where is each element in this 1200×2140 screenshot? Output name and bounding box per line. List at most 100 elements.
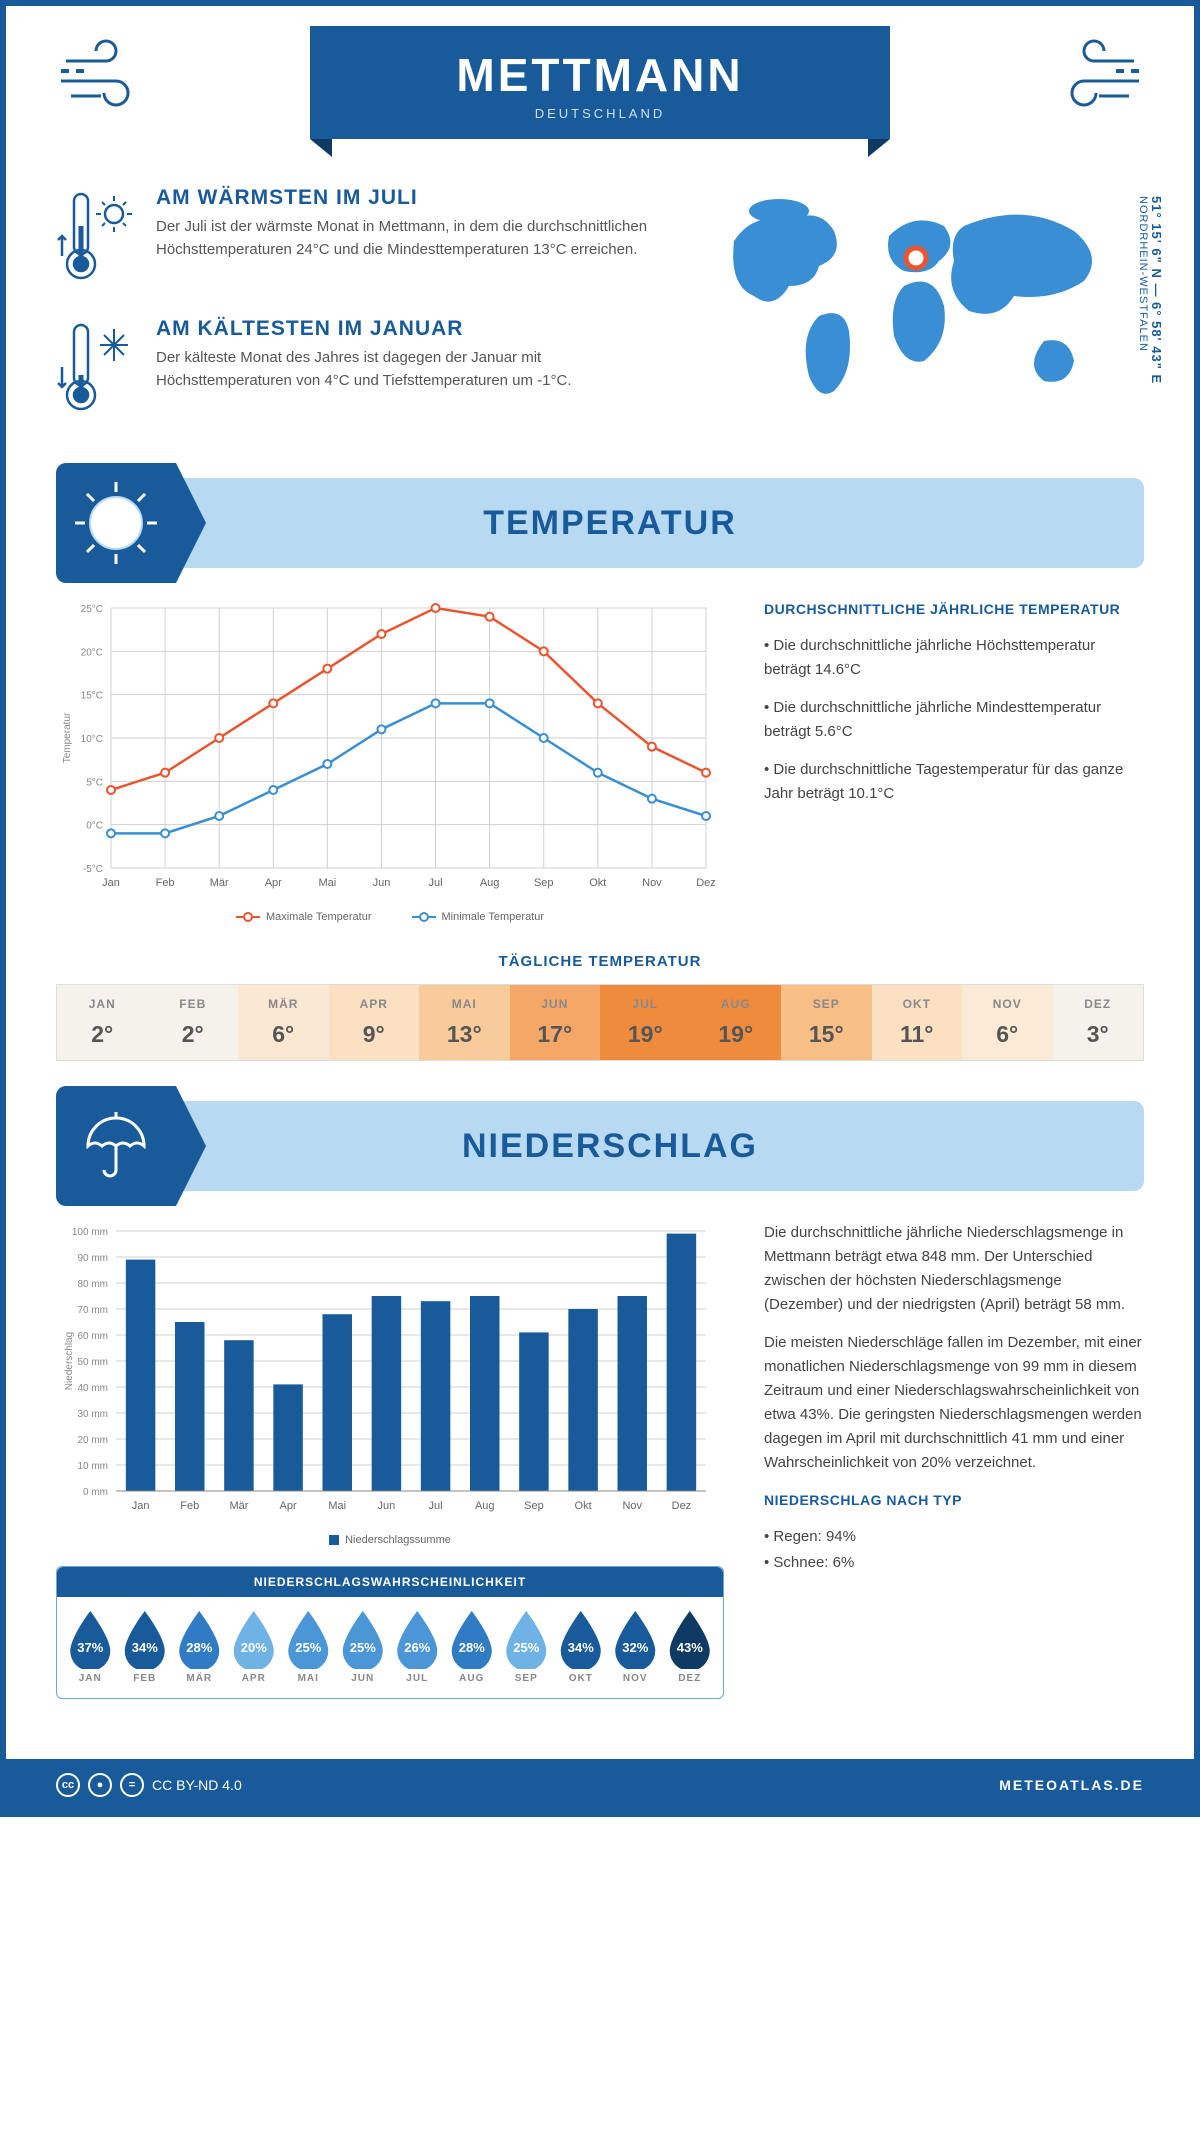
svg-text:50 mm: 50 mm xyxy=(77,1357,108,1368)
svg-text:Temperatur: Temperatur xyxy=(62,712,73,763)
svg-text:Niederschlag: Niederschlag xyxy=(64,1332,75,1390)
svg-text:0 mm: 0 mm xyxy=(83,1487,108,1498)
by-icon: ● xyxy=(88,1773,112,1797)
svg-text:Sep: Sep xyxy=(524,1500,544,1512)
svg-text:100 mm: 100 mm xyxy=(72,1227,108,1238)
svg-text:Jun: Jun xyxy=(373,877,391,889)
temp-cell: OKT11° xyxy=(872,985,963,1060)
temp-cell: APR9° xyxy=(329,985,420,1060)
svg-text:-5°C: -5°C xyxy=(83,864,103,875)
temp-cell: DEZ3° xyxy=(1053,985,1144,1060)
umbrella-icon xyxy=(56,1086,176,1206)
svg-text:30 mm: 30 mm xyxy=(77,1409,108,1420)
svg-text:Aug: Aug xyxy=(475,1500,495,1512)
svg-text:Jan: Jan xyxy=(102,877,120,889)
svg-text:Mai: Mai xyxy=(318,877,336,889)
svg-text:10 mm: 10 mm xyxy=(77,1461,108,1472)
precip-probability-box: NIEDERSCHLAGSWAHRSCHEINLICHKEIT 37%JAN34… xyxy=(56,1566,724,1699)
warmest-fact: AM WÄRMSTEN IM JULI Der Juli ist der wär… xyxy=(56,186,674,291)
precip-drop: 26%JUL xyxy=(391,1611,443,1684)
warmest-text: Der Juli ist der wärmste Monat in Mettma… xyxy=(156,216,674,261)
svg-text:Nov: Nov xyxy=(642,877,662,889)
temperature-line-chart: -5°C 0°C 5°C 10°C 15°C 20°C 25°C Jan Feb Mär Apr Ma… xyxy=(56,598,724,923)
precip-drop: 34%FEB xyxy=(119,1611,171,1684)
svg-text:80 mm: 80 mm xyxy=(77,1279,108,1290)
precip-drop: 28%MÄR xyxy=(173,1611,225,1684)
svg-text:Jul: Jul xyxy=(429,877,443,889)
temp-cell: NOV6° xyxy=(962,985,1053,1060)
svg-text:90 mm: 90 mm xyxy=(77,1253,108,1264)
temp-cell: MAI13° xyxy=(419,985,510,1060)
precip-drop: 25%SEP xyxy=(500,1611,552,1684)
wind-icon xyxy=(56,36,156,121)
svg-text:Dez: Dez xyxy=(672,1500,692,1512)
temp-cell: FEB2° xyxy=(148,985,239,1060)
warmest-title: AM WÄRMSTEN IM JULI xyxy=(156,186,674,210)
section-header-precip: NIEDERSCHLAG xyxy=(56,1101,1144,1191)
svg-text:Sep: Sep xyxy=(534,877,554,889)
precip-drop: 28%AUG xyxy=(446,1611,498,1684)
temp-legend: Maximale Temperatur Minimale Temperatur xyxy=(56,911,724,923)
svg-text:0°C: 0°C xyxy=(86,821,103,832)
svg-text:20°C: 20°C xyxy=(81,647,103,658)
footer: cc ● = CC BY-ND 4.0 METEOATLAS.DE xyxy=(6,1759,1194,1811)
svg-text:Aug: Aug xyxy=(480,877,500,889)
section-title: NIEDERSCHLAG xyxy=(176,1127,1144,1166)
license: cc ● = CC BY-ND 4.0 xyxy=(56,1773,242,1797)
svg-text:Apr: Apr xyxy=(280,1500,297,1512)
svg-text:Feb: Feb xyxy=(156,877,175,889)
section-header-temperature: TEMPERATUR xyxy=(56,478,1144,568)
country-name: DEUTSCHLAND xyxy=(310,106,890,121)
title-banner: METTMANN DEUTSCHLAND xyxy=(310,26,890,139)
svg-text:Mai: Mai xyxy=(328,1500,346,1512)
precipitation-summary: Die durchschnittliche jährliche Niedersc… xyxy=(764,1221,1144,1699)
svg-text:Okt: Okt xyxy=(575,1500,592,1512)
precip-drop: 20%APR xyxy=(228,1611,280,1684)
infographic-page: METTMANN DEUTSCHLAND AM WÄRMSTEN IM JULI xyxy=(0,0,1200,1817)
svg-text:5°C: 5°C xyxy=(86,777,103,788)
svg-text:Dez: Dez xyxy=(696,877,716,889)
svg-text:70 mm: 70 mm xyxy=(77,1305,108,1316)
svg-text:Apr: Apr xyxy=(265,877,282,889)
site-name: METEOATLAS.DE xyxy=(999,1777,1144,1793)
city-name: METTMANN xyxy=(310,48,890,102)
coldest-fact: AM KÄLTESTEN IM JANUAR Der kälteste Mona… xyxy=(56,317,674,422)
precipitation-bar-chart: 0 mm 10 mm 20 mm 30 mm 40 mm 50 mm 60 mm 70 mm 8… xyxy=(56,1221,724,1546)
coordinates: 51° 15' 6" N — 6° 58' 43" E NORDRHEIN-WE… xyxy=(1137,196,1164,384)
svg-text:Feb: Feb xyxy=(180,1500,199,1512)
svg-text:15°C: 15°C xyxy=(81,691,103,702)
temperature-summary: DURCHSCHNITTLICHE JÄHRLICHE TEMPERATUR •… xyxy=(764,598,1144,923)
precip-drop: 25%MAI xyxy=(282,1611,334,1684)
temp-cell: MÄR6° xyxy=(238,985,329,1060)
svg-text:40 mm: 40 mm xyxy=(77,1383,108,1394)
svg-text:Jun: Jun xyxy=(378,1500,396,1512)
svg-text:Mär: Mär xyxy=(229,1500,248,1512)
precip-drop: 34%OKT xyxy=(555,1611,607,1684)
svg-text:Jul: Jul xyxy=(429,1500,443,1512)
svg-text:20 mm: 20 mm xyxy=(77,1435,108,1446)
sun-icon xyxy=(56,463,176,583)
svg-text:25°C: 25°C xyxy=(81,604,103,615)
temp-cell: SEP15° xyxy=(781,985,872,1060)
cc-icon: cc xyxy=(56,1773,80,1797)
nd-icon: = xyxy=(120,1773,144,1797)
coldest-title: AM KÄLTESTEN IM JANUAR xyxy=(156,317,674,341)
temp-cell: JUL19° xyxy=(600,985,691,1060)
temp-cell: AUG19° xyxy=(691,985,782,1060)
svg-text:Okt: Okt xyxy=(589,877,606,889)
intro-row: AM WÄRMSTEN IM JULI Der Juli ist der wär… xyxy=(56,186,1144,448)
svg-text:Mär: Mär xyxy=(210,877,229,889)
thermometer-cold-icon xyxy=(56,317,136,422)
temp-cell: JUN17° xyxy=(510,985,601,1060)
wind-icon xyxy=(1044,36,1144,121)
coldest-text: Der kälteste Monat des Jahres ist dagege… xyxy=(156,347,674,392)
precip-drop: 32%NOV xyxy=(609,1611,661,1684)
daily-temperature-table: JAN2°FEB2°MÄR6°APR9°MAI13°JUN17°JUL19°AU… xyxy=(56,984,1144,1061)
section-title: TEMPERATUR xyxy=(176,504,1144,543)
svg-text:10°C: 10°C xyxy=(81,734,103,745)
precip-drop: 43%DEZ xyxy=(664,1611,716,1684)
svg-text:Jan: Jan xyxy=(132,1500,150,1512)
precip-drop: 25%JUN xyxy=(337,1611,389,1684)
precip-legend: Niederschlagssumme xyxy=(56,1534,724,1546)
svg-text:60 mm: 60 mm xyxy=(77,1331,108,1342)
